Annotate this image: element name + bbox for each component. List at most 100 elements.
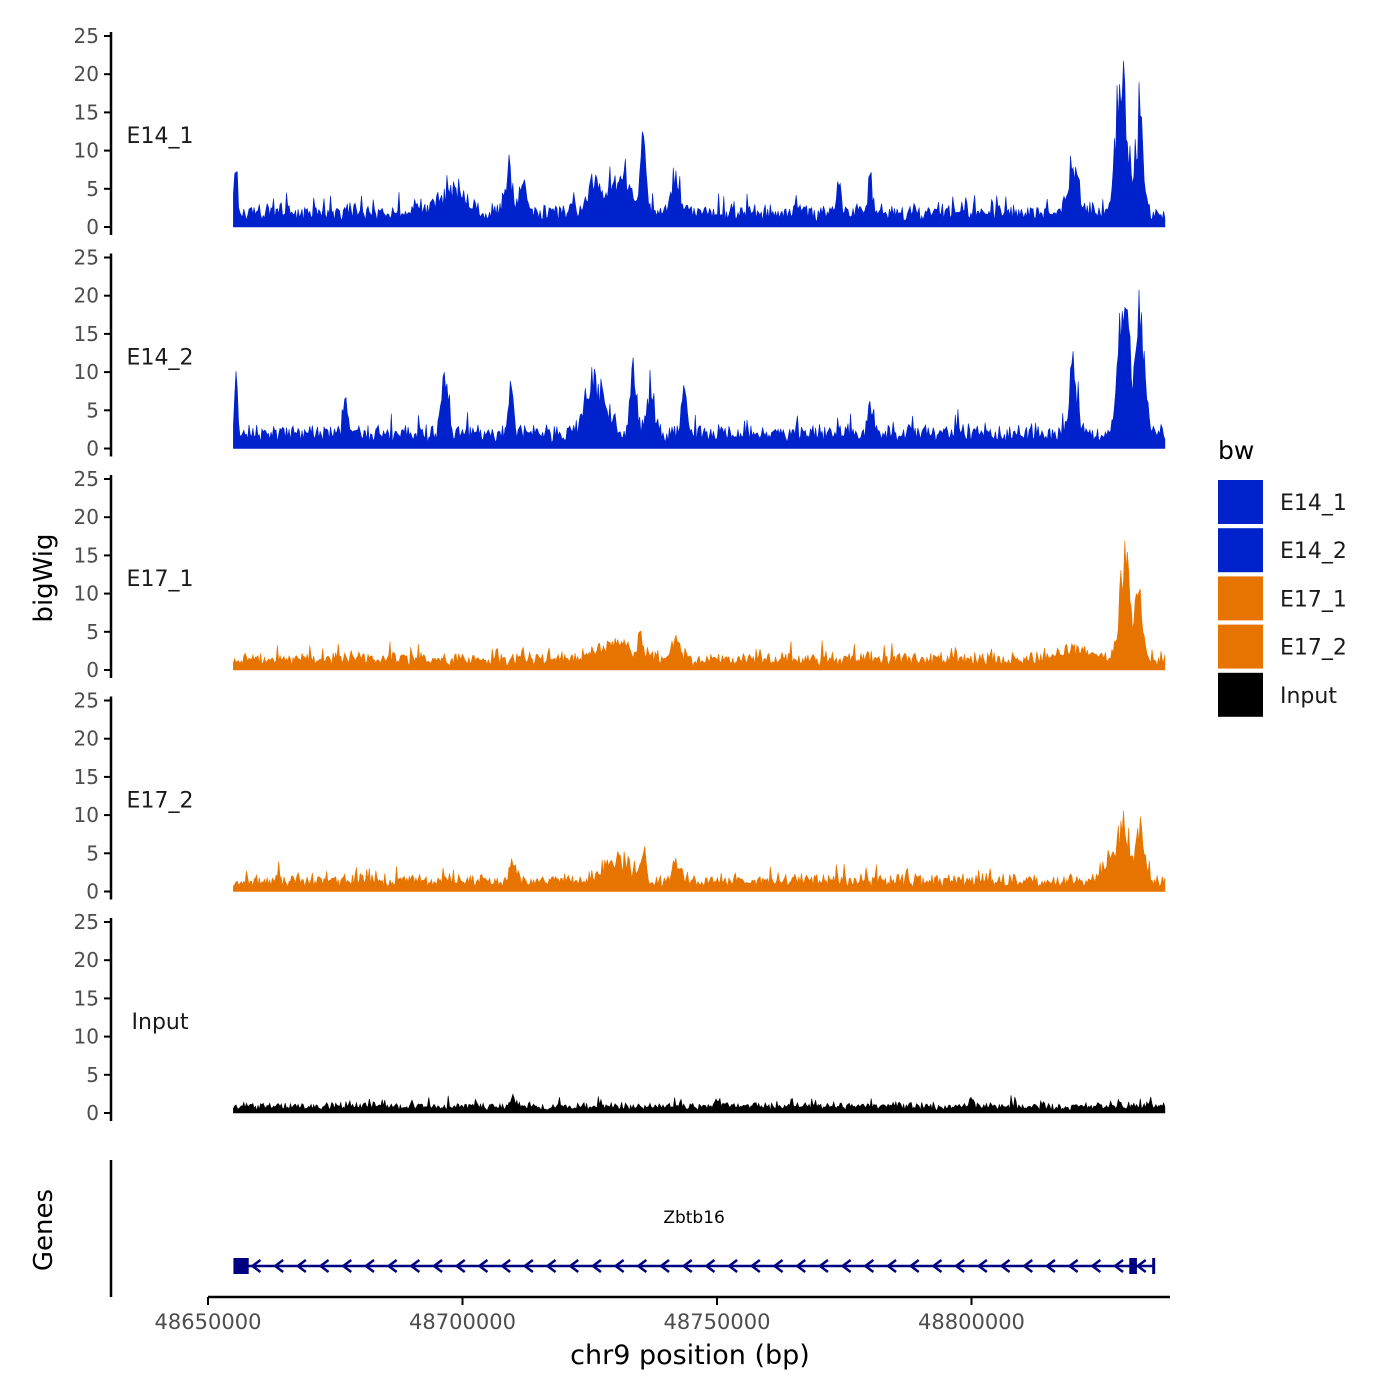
y-tick-label: 5: [86, 177, 99, 201]
signal-area-E17_1: [233, 540, 1166, 671]
signal-area-Input: [233, 1093, 1166, 1114]
legend-swatch-E14_2: [1218, 528, 1263, 573]
strand-arrow: [409, 1259, 421, 1273]
track-panel-E17_1: 0 5 10 15 20 25 E17_1: [74, 467, 1166, 682]
y-tick-label: 5: [86, 1063, 99, 1087]
y-tick-label: 0: [86, 215, 99, 239]
y-tick-label: 20: [74, 948, 99, 972]
gene-exon: [233, 1258, 249, 1274]
legend-label: Input: [1280, 684, 1337, 709]
strand-arrow: [817, 1259, 829, 1273]
strand-arrow: [568, 1259, 579, 1273]
y-tick-label: 10: [74, 139, 99, 163]
y-tick-label: 10: [74, 360, 99, 384]
x-tick-label: 48800000: [918, 1310, 1025, 1334]
strand-arrow: [976, 1259, 988, 1273]
strand-arrow: [250, 1259, 262, 1273]
signal-area-E14_1: [233, 60, 1166, 228]
y-tick-label: 10: [74, 1025, 99, 1049]
strand-arrow: [681, 1259, 693, 1273]
strand-arrow: [954, 1259, 965, 1273]
strand-arrow: [545, 1259, 557, 1273]
strand-arrow: [772, 1259, 784, 1273]
y-tick-label: 15: [74, 986, 99, 1010]
track-panel-E17_2: 0 5 10 15 20 25 E17_2: [74, 689, 1166, 904]
strand-arrow: [590, 1259, 602, 1273]
y-tick-label: 5: [86, 841, 99, 865]
track-panel-E14_1: 0 5 10 15 20 25 E14_1: [74, 24, 1166, 239]
strand-arrow: [613, 1259, 625, 1273]
legend-label: E17_2: [1280, 636, 1347, 661]
y-tick-label: 0: [86, 437, 99, 461]
gene-exon: [1152, 1258, 1156, 1274]
y-tick-label: 15: [74, 100, 99, 124]
legend-swatch-Input: [1218, 672, 1263, 717]
strand-arrow: [658, 1259, 670, 1273]
tracks-layer: 0 5 10 15 20 25 E14_1 0 5 10 15 20 25 E14_2 0 5 10 15 20 25…: [74, 24, 1166, 1125]
y-tick-label: 15: [74, 322, 99, 346]
track-label: E14_2: [127, 346, 194, 371]
x-axis-title: chr9 position (bp): [570, 1340, 810, 1371]
x-tick-label: 48650000: [155, 1310, 262, 1334]
strand-arrow: [704, 1259, 716, 1273]
strand-arrow: [727, 1259, 738, 1273]
y-tick-label: 25: [74, 910, 99, 934]
strand-arrow: [273, 1259, 284, 1273]
strand-arrow: [749, 1259, 761, 1273]
track-panel-Input: 0 5 10 15 20 25 Input: [74, 910, 1166, 1125]
strand-arrow: [363, 1259, 375, 1273]
gene-name: Zbtb16: [663, 1208, 725, 1228]
y-tick-label: 20: [74, 727, 99, 751]
strand-arrow: [454, 1259, 466, 1273]
strand-arrow: [636, 1259, 648, 1273]
strand-arrow: [295, 1259, 307, 1273]
legend-label: E14_2: [1280, 539, 1347, 564]
y-tick-label: 20: [74, 62, 99, 86]
track-panel-E14_2: 0 5 10 15 20 25 E14_2: [74, 246, 1166, 461]
strand-arrow: [931, 1259, 943, 1273]
genes-axis-title: Genes: [29, 1189, 59, 1271]
legend-label: E14_1: [1280, 491, 1347, 516]
strand-arrow: [341, 1259, 352, 1273]
signal-area-E17_2: [233, 810, 1166, 892]
x-axis: 48650000 48700000 48750000 48800000: [155, 1295, 1170, 1334]
strand-arrow: [1044, 1259, 1056, 1273]
strand-arrow: [999, 1259, 1011, 1273]
strand-arrow: [885, 1259, 897, 1273]
y-tick-label: 5: [86, 620, 99, 644]
strand-arrow: [1112, 1259, 1124, 1273]
strand-arrow: [840, 1259, 852, 1273]
legend-label: E17_1: [1280, 587, 1347, 612]
y-tick-label: 25: [74, 246, 99, 270]
y-tick-label: 10: [74, 582, 99, 606]
legend-swatch-E17_1: [1218, 576, 1263, 621]
y-axis-title: bigWig: [29, 533, 59, 622]
strand-arrow: [908, 1259, 920, 1273]
strand-arrow: [522, 1259, 534, 1273]
x-tick-label: 48750000: [664, 1310, 771, 1334]
y-tick-label: 25: [74, 24, 99, 48]
legend-swatch-E14_1: [1218, 480, 1263, 524]
strand-arrow: [1135, 1259, 1147, 1273]
strand-arrow: [386, 1259, 398, 1273]
track-label: E17_1: [127, 567, 194, 592]
strand-arrow: [1067, 1259, 1079, 1273]
y-tick-label: 20: [74, 505, 99, 529]
y-tick-label: 0: [86, 1101, 99, 1125]
x-tick-label: 48700000: [409, 1310, 516, 1334]
y-tick-label: 20: [74, 284, 99, 308]
track-label: Input: [132, 1010, 189, 1035]
y-tick-label: 5: [86, 398, 99, 422]
y-tick-label: 25: [74, 689, 99, 713]
y-tick-label: 0: [86, 658, 99, 682]
strand-arrow: [1090, 1259, 1102, 1273]
y-tick-label: 10: [74, 803, 99, 827]
legend-title: bw: [1218, 436, 1254, 465]
y-tick-label: 0: [86, 880, 99, 904]
strand-arrow: [500, 1259, 511, 1273]
y-tick-label: 25: [74, 467, 99, 491]
strand-arrow: [1022, 1259, 1033, 1273]
track-label: E14_1: [127, 124, 194, 149]
legend: bw E14_1 E14_2 E17_1 E17_2 Input: [1218, 436, 1347, 717]
